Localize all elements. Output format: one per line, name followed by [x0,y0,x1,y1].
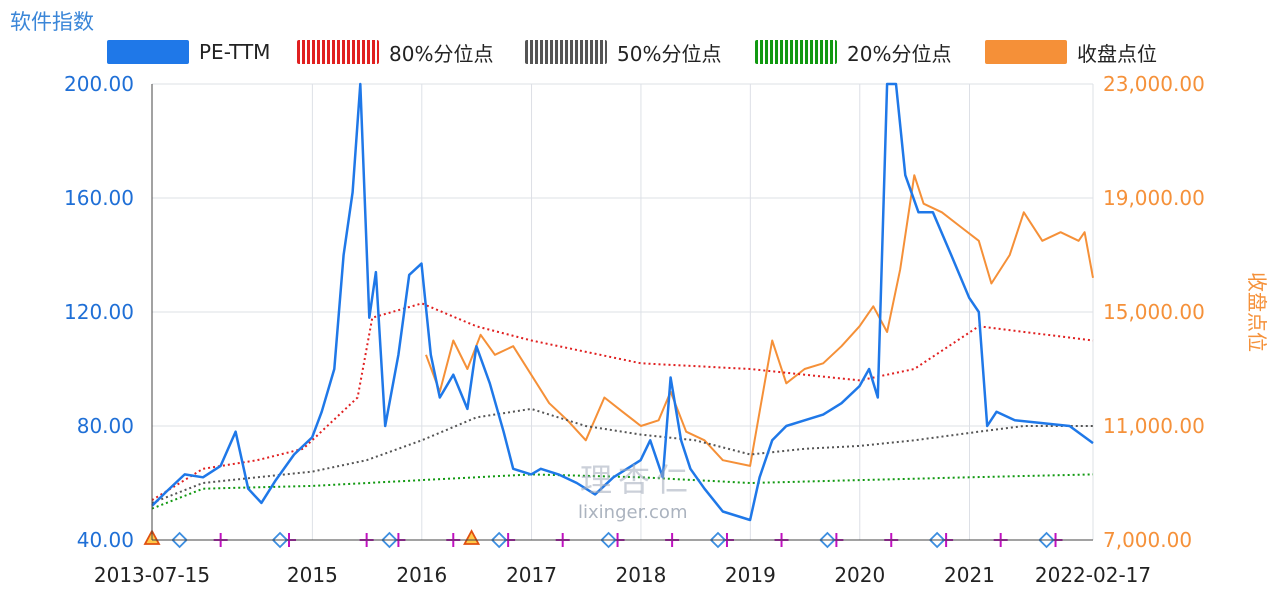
y-left-tick-label: 120.00 [64,300,134,324]
y-left-tick-label: 40.00 [77,528,134,552]
x-tick-label: 2020 [834,563,885,587]
x-tick-label: 2021 [944,563,995,587]
legend-label-p80: 80%分位点 [389,41,494,66]
y-right-tick-label: 7,000.00 [1103,528,1192,552]
x-tick-label: 2018 [615,563,666,587]
y-right-axis-title: 收盘点位 [1245,272,1269,352]
legend-item-close[interactable]: 收盘点位 [985,36,1157,68]
marker-triangle [463,529,481,545]
x-tick-label: 2022-02-17 [1035,563,1151,587]
watermark-url: lixinger.com [578,502,688,523]
legend-label-close: 收盘点位 [1077,41,1157,66]
x-tick-label: 2017 [506,563,557,587]
x-tick-label: 2015 [287,563,338,587]
y-right-tick-label: 23,000.00 [1103,72,1205,96]
series-line-p20 [151,473,1094,510]
y-left-tick-label: 200.00 [64,72,134,96]
series-layer [151,82,1094,522]
legend-swatch-close [985,40,1067,64]
legend-item-p20[interactable]: 20%分位点 [755,36,951,68]
x-tick-label: 2013-07-15 [94,563,210,587]
series-line-pe [151,82,1094,522]
y-left-tick-label: 160.00 [64,186,134,210]
x-tick-label: 2019 [725,563,776,587]
axes: 200.00 160.00 120.00 80.00 40.00 23,000.00 19,… [64,72,1269,587]
y-right-tick-label: 11,000.00 [1103,414,1205,438]
legend-label-p50: 50%分位点 [617,41,722,66]
legend-label-p20: 20%分位点 [847,41,952,66]
chart-title: 软件指数 [10,10,94,34]
legend-swatch-pe [107,40,189,64]
legend-item-p50[interactable]: 50%分位点 [525,36,721,68]
legend-swatch-p20 [755,40,837,64]
legend: PE-TTM 80%分位点 50%分位点 20%分位点 收盘点位 [0,36,1280,68]
y-right-tick-label: 15,000.00 [1103,300,1205,324]
markers-layer [143,529,1063,549]
y-left-tick-label: 80.00 [77,414,134,438]
legend-swatch-p80 [297,40,379,64]
legend-label-pe: PE-TTM [199,40,271,64]
legend-item-pe[interactable]: PE-TTM [107,36,270,68]
legend-swatch-p50 [525,40,607,64]
x-tick-label: 2016 [396,563,447,587]
watermark-brand: 理杏仁 [580,461,695,499]
series-line-close [425,174,1094,467]
legend-item-p80[interactable]: 80%分位点 [297,36,493,68]
series-line-p50 [151,407,1093,504]
y-right-tick-label: 19,000.00 [1103,186,1205,210]
